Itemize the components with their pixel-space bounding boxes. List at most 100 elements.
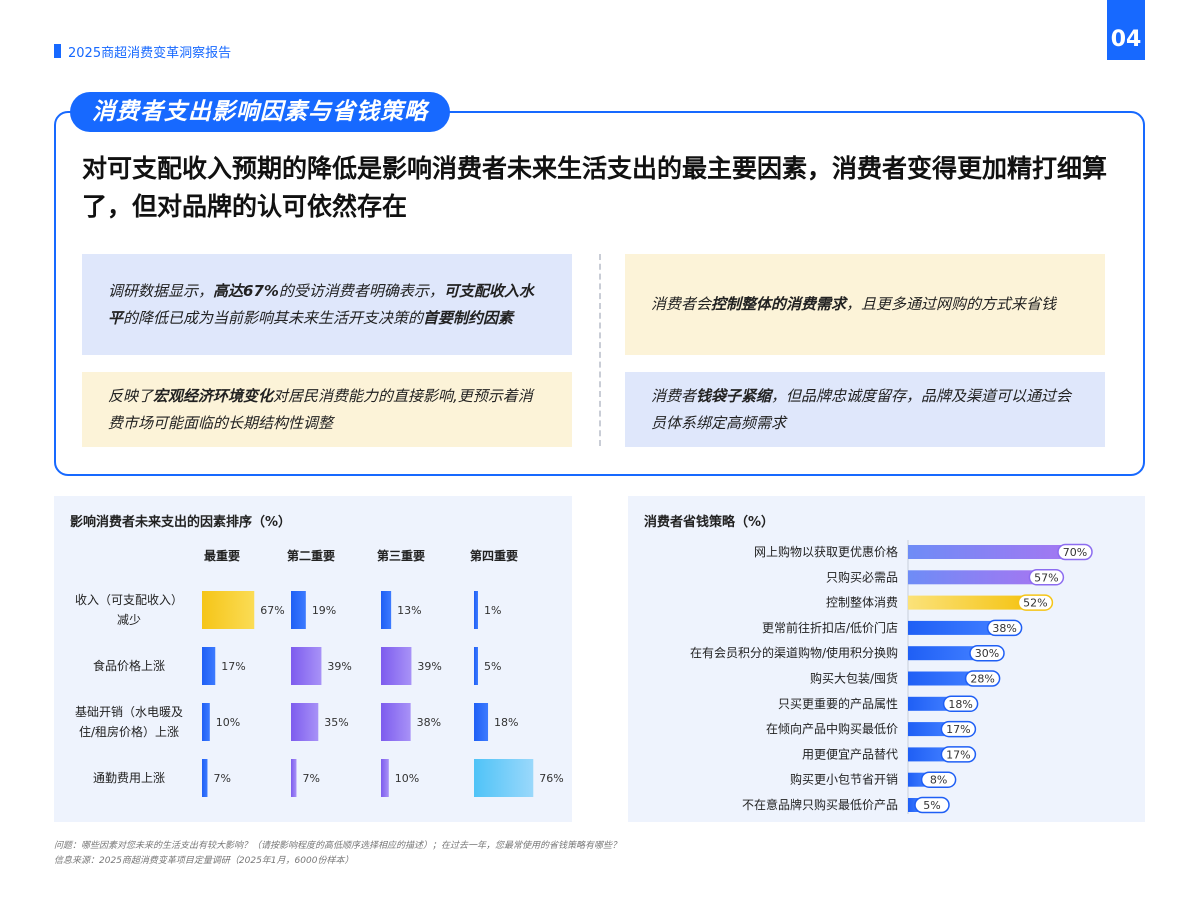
category-label: 收入（可支配收入） — [75, 593, 183, 607]
strategy-bar — [908, 798, 919, 812]
insight-card-income: 调研数据显示，高达67%的受访消费者明确表示，可支配收入水平的降低已成为当前影响… — [82, 254, 572, 355]
factor-value-label: 17% — [221, 660, 245, 673]
strategy-value-label: 52% — [1023, 597, 1047, 610]
factor-value-label: 10% — [395, 772, 419, 785]
strategy-value-pill — [1028, 569, 1065, 586]
strategy-label: 用更便宜产品替代 — [802, 746, 898, 761]
strategy-label: 购买大包装/囤货 — [810, 671, 898, 686]
insight-card-macro: 反映了宏观经济环境变化对居民消费能力的直接影响,更预示着消费市场可能面临的长期结… — [82, 372, 572, 447]
card-text: 调研数据显示， — [108, 281, 214, 300]
card-bold: 宏观经济环境变化 — [153, 386, 274, 405]
strategy-label: 在倾向产品中购买最低价 — [766, 721, 898, 736]
category-label: 通勤费用上涨 — [93, 770, 165, 785]
factors-chart-title: 影响消费者未来支出的因素排序（%） — [70, 515, 292, 530]
strategy-label: 在有会员积分的渠道购物/使用积分换购 — [690, 645, 898, 660]
category-label: 基础开销（水电暖及 — [75, 705, 183, 719]
strategy-value-pill — [940, 720, 977, 738]
strategy-bar — [908, 696, 948, 711]
factor-bar — [291, 759, 297, 797]
strategy-value-pill — [969, 644, 1005, 662]
factor-value-label: 5% — [484, 660, 501, 673]
headline: 对可支配收入预期的降低是影响消费者未来生活支出的最主要因素，消费者变得更加精打细… — [82, 154, 1108, 221]
strategy-label: 只购买必需品 — [826, 569, 898, 584]
category-label: 减少 — [117, 613, 141, 627]
factor-value-label: 10% — [216, 716, 240, 729]
dashed-divider — [599, 254, 601, 446]
factor-bar — [474, 591, 478, 629]
strategy-value-pill — [940, 746, 977, 763]
category-label: 食品价格上涨 — [93, 658, 165, 673]
strategy-value-label: 8% — [930, 774, 947, 787]
factor-bar — [291, 591, 306, 629]
strategies-chart: 网上购物以获取更优惠价格 70% 只购买必需品 57% 控制整体消费 52% 更常前往折扣店… — [690, 540, 1093, 814]
factor-value-label: 67% — [260, 604, 284, 617]
factor-value-label: 7% — [213, 772, 230, 785]
strategy-value-pill — [920, 771, 957, 788]
factor-bar — [474, 647, 478, 685]
strategy-value-label: 17% — [946, 748, 970, 761]
strategy-bar — [908, 722, 946, 737]
series-header-1: 第二重要 — [287, 548, 335, 563]
strategy-value-label: 18% — [948, 698, 972, 711]
strategy-bar — [908, 646, 974, 661]
factor-value-label: 13% — [397, 604, 421, 617]
factor-value-label: 38% — [417, 716, 441, 729]
strategies-chart-title: 消费者省钱策略（%） — [644, 515, 775, 530]
factor-value-label: 39% — [417, 660, 441, 673]
factor-bar — [381, 759, 389, 797]
strategy-label: 更常前往折扣店/低价门店 — [762, 620, 898, 635]
card-bold: 可支配收入水平 — [108, 281, 534, 327]
factor-bar — [202, 591, 255, 629]
factor-value-label: 7% — [302, 772, 319, 785]
strategy-bar — [908, 620, 992, 635]
strategy-bar — [908, 570, 1034, 585]
strategy-value-label: 5% — [923, 799, 940, 812]
strategy-bar — [908, 747, 946, 762]
factor-value-label: 76% — [539, 772, 563, 785]
card-text: 对居民消费能力的直接影响,更预示着消费市场可能面临的长期结构性调整 — [108, 386, 533, 432]
strategy-value-pill — [1057, 543, 1093, 561]
factor-bar — [381, 591, 392, 629]
series-header-0: 最重要 — [204, 548, 240, 563]
factor-bar — [291, 647, 322, 685]
series-header-3: 第四重要 — [470, 548, 518, 563]
factor-bar — [291, 703, 319, 741]
card-text: 反映了 — [108, 386, 154, 405]
strategy-value-pill — [986, 619, 1023, 637]
insight-card-loyalty: 消费者钱袋子紧缩，但品牌忠诚度留存，品牌及渠道可以通过会员体系绑定高频需求 — [625, 372, 1105, 447]
strategy-value-label: 57% — [1034, 571, 1058, 584]
footnote-question: 问题：哪些因素对您未来的生活支出有较大影响？（请按影响程度的高低顺序选择相应的描… — [54, 841, 622, 851]
factor-value-label: 39% — [327, 660, 351, 673]
strategy-label: 网上购物以获取更优惠价格 — [754, 544, 898, 559]
page-number: 04 — [1107, 0, 1145, 60]
factor-bar — [202, 759, 208, 797]
factor-value-label: 19% — [312, 604, 336, 617]
category-label: 住/租房价格）上涨 — [79, 724, 179, 739]
strategy-label: 不在意品牌只购买最低价产品 — [742, 797, 898, 812]
factor-bar — [202, 647, 216, 685]
strategy-bar — [908, 545, 1062, 559]
report-title: 2025商超消费变革洞察报告 — [68, 46, 232, 61]
strategy-value-label: 70% — [1063, 546, 1087, 559]
card-text: ，且更多通过网购的方式来省钱 — [846, 295, 1057, 313]
card-text: 消费者 — [651, 386, 697, 405]
strategy-value-label: 30% — [975, 647, 999, 660]
strategy-label: 控制整体消费 — [826, 595, 898, 610]
factor-value-label: 18% — [494, 716, 518, 729]
strategy-value-pill — [1017, 594, 1054, 611]
header-accent-bar — [54, 44, 61, 58]
strategy-bar — [908, 595, 1023, 610]
section-title-pill: 消费者支出影响因素与省钱策略 — [70, 92, 450, 132]
factor-bar — [381, 703, 411, 741]
strategy-label: 购买更小包节省开销 — [790, 772, 898, 787]
card-bold: 控制整体的消费需求 — [711, 295, 847, 313]
strategy-bar — [908, 671, 970, 686]
strategy-value-label: 38% — [992, 622, 1016, 635]
card-bold: 高达67% — [213, 281, 279, 300]
series-header-2: 第三重要 — [377, 548, 425, 563]
strategy-value-label: 28% — [970, 673, 994, 686]
strategy-value-label: 17% — [946, 723, 970, 736]
card-text: 的受访消费者明确表示， — [278, 281, 444, 300]
strategy-value-pill — [914, 796, 950, 814]
